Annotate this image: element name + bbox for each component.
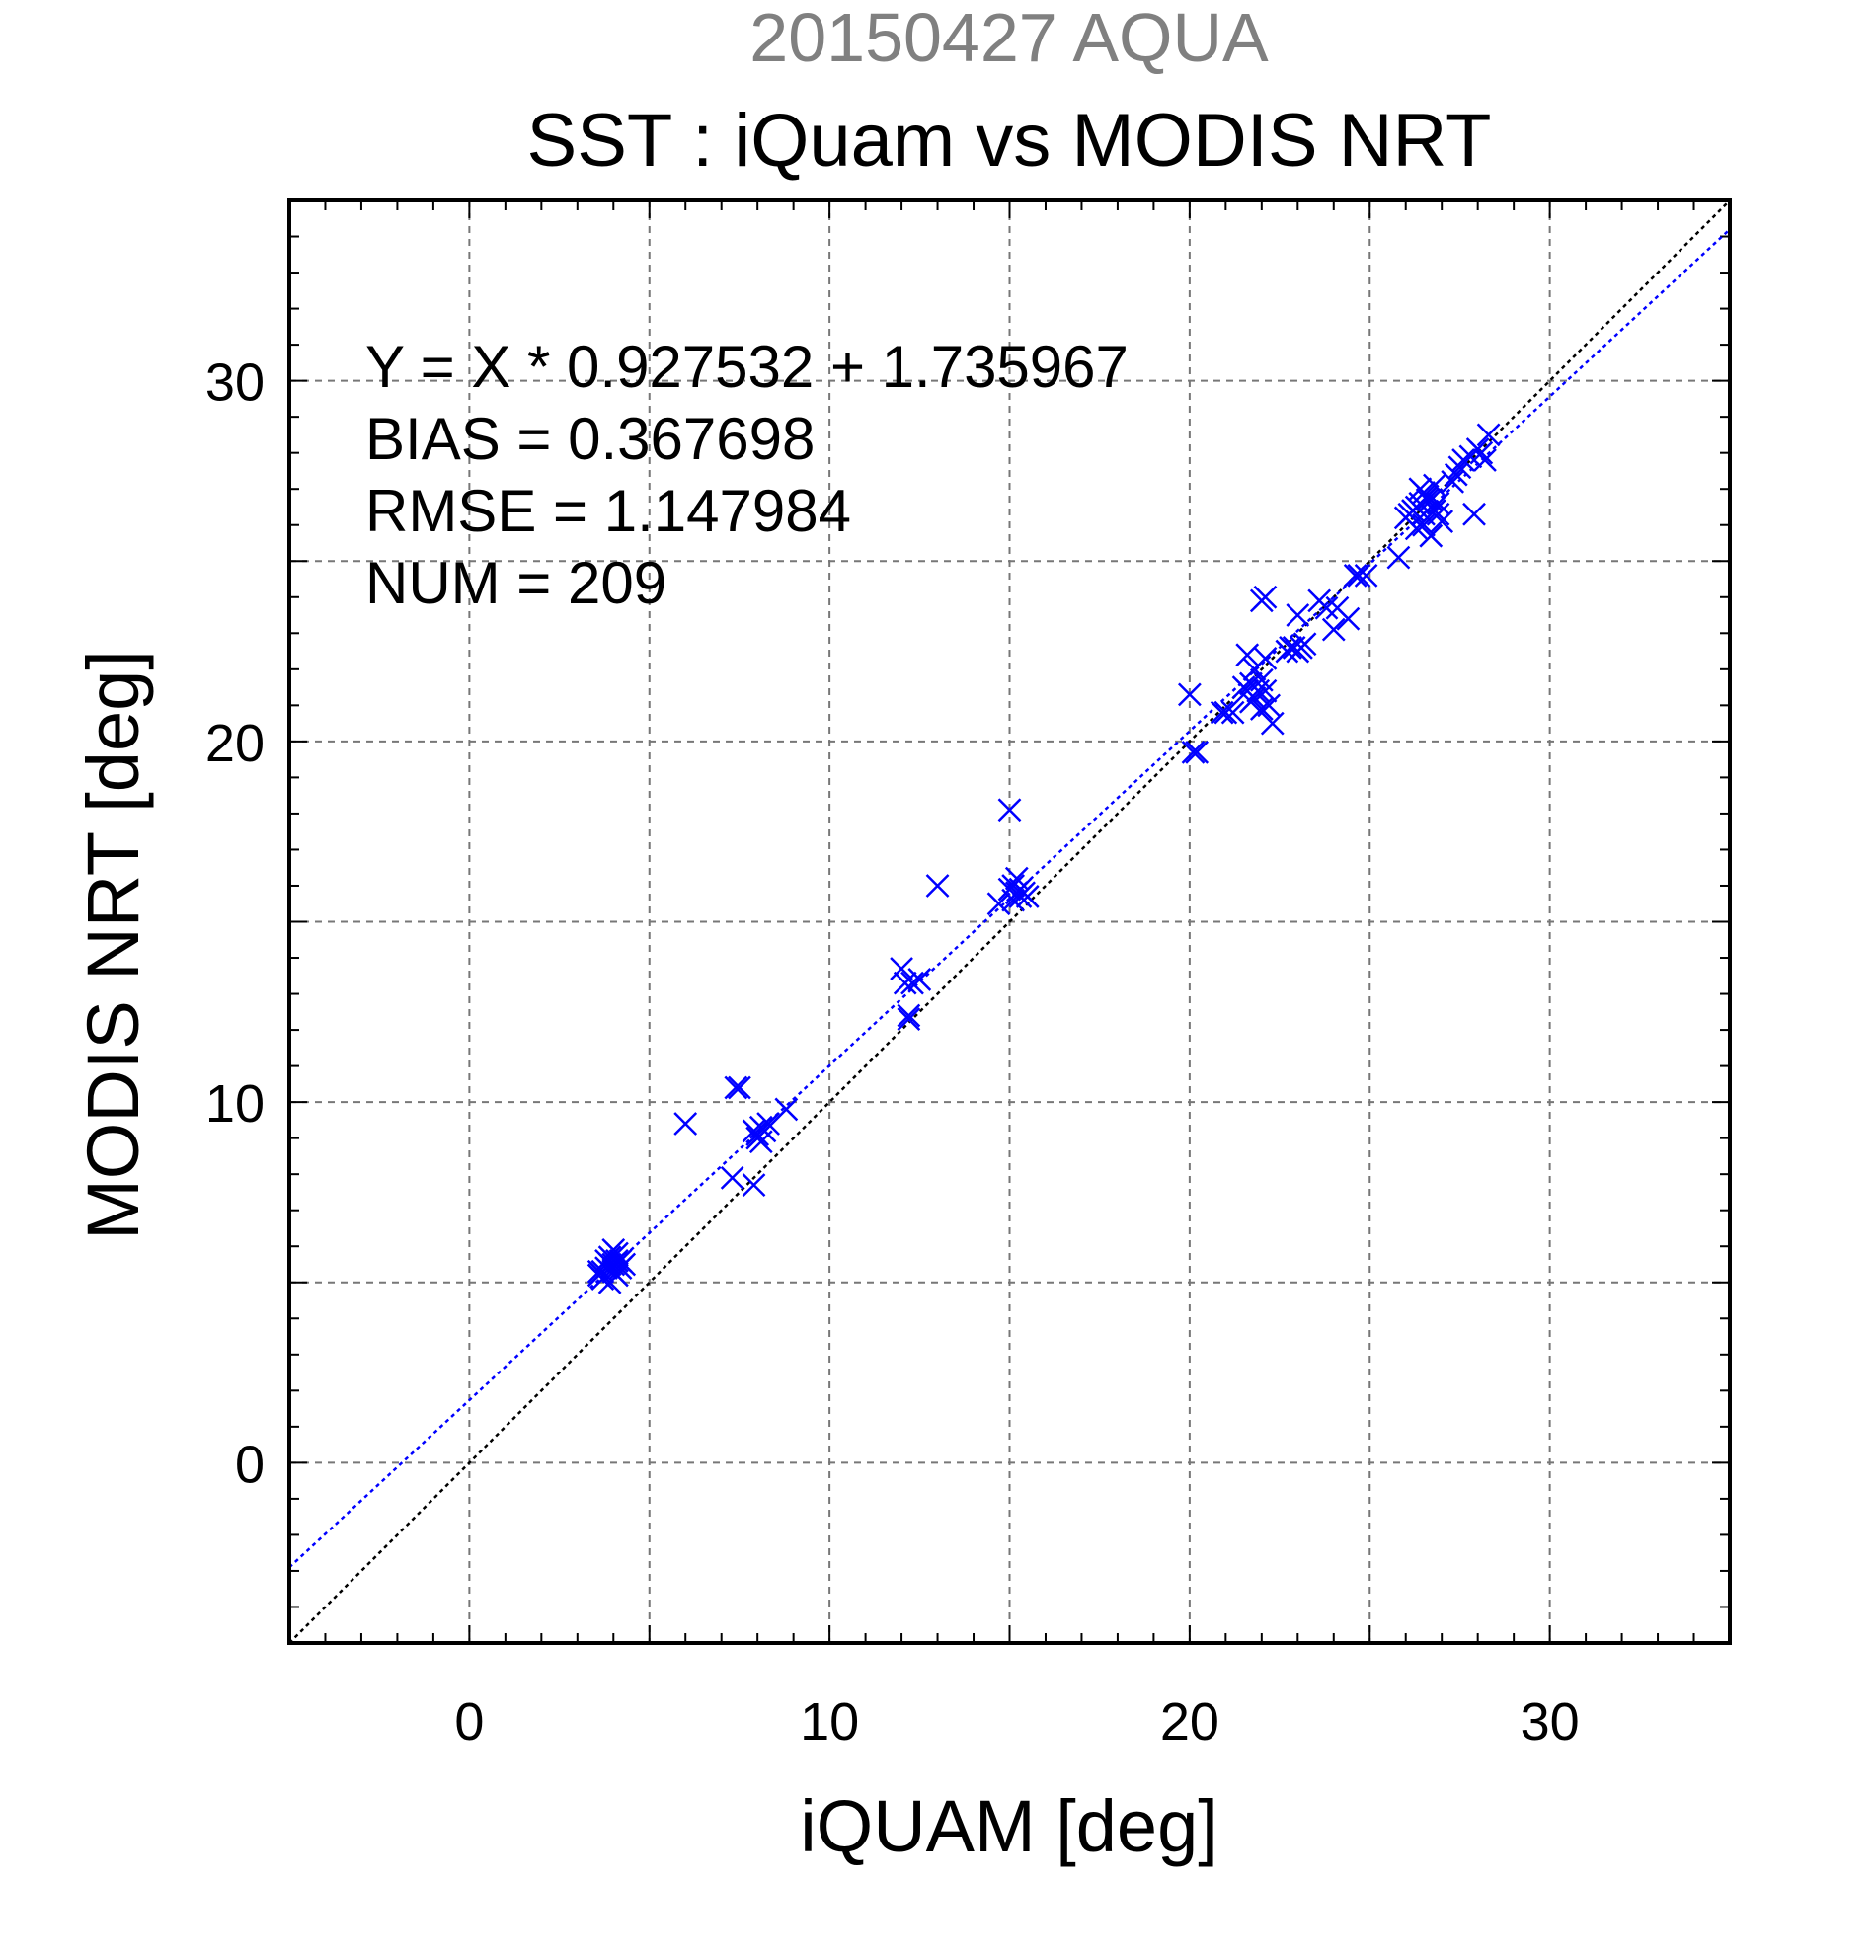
data-point xyxy=(1451,448,1475,472)
data-point xyxy=(1213,700,1238,725)
data-point xyxy=(1444,462,1468,487)
data-point xyxy=(1238,689,1263,714)
data-point xyxy=(1260,711,1285,736)
data-point xyxy=(1286,603,1310,627)
data-point xyxy=(1415,488,1440,512)
data-point xyxy=(1249,588,1274,613)
data-point xyxy=(745,1126,770,1150)
y-tick-label: 0 xyxy=(235,1435,265,1494)
data-point xyxy=(724,1075,748,1100)
data-point xyxy=(1336,606,1361,631)
data-point xyxy=(1249,697,1274,721)
data-point xyxy=(673,1112,698,1136)
stats-annotation: Y = X * 0.927532 + 1.735967 xyxy=(365,334,1129,400)
plot-area: 0 10 20 30 0 10 20 30 Y = X * 0.927532 + 1.73596… xyxy=(205,198,1732,1752)
reference-lines xyxy=(289,200,1730,1643)
data-point xyxy=(897,1007,921,1032)
y-axis-label: MODIS NRT [deg] xyxy=(72,650,154,1240)
data-point xyxy=(893,971,917,995)
stats-annotation: RMSE = 1.147984 xyxy=(365,478,851,544)
data-point xyxy=(1473,448,1497,472)
data-point xyxy=(728,1075,751,1100)
data-point xyxy=(997,798,1022,823)
data-point xyxy=(1001,888,1026,912)
data-point xyxy=(1469,440,1494,465)
stats-annotation: BIAS = 0.367698 xyxy=(365,406,815,472)
data-point xyxy=(1185,740,1210,764)
data-point xyxy=(1408,477,1433,502)
identity-line xyxy=(289,200,1730,1643)
data-point xyxy=(594,1248,618,1273)
data-point xyxy=(1347,563,1371,588)
data-point xyxy=(1177,682,1202,707)
data-point xyxy=(1279,636,1302,660)
data-point xyxy=(907,968,932,991)
data-point xyxy=(1412,512,1436,537)
x-tick-label: 20 xyxy=(1160,1692,1219,1752)
data-point xyxy=(1220,700,1245,725)
data-point xyxy=(605,1241,629,1266)
data-point xyxy=(1321,617,1346,642)
data-point xyxy=(1343,563,1368,588)
data-point xyxy=(1386,545,1411,570)
data-point xyxy=(1253,646,1278,670)
data-point xyxy=(897,1003,921,1028)
data-point xyxy=(756,1112,781,1136)
data-point xyxy=(1015,885,1040,908)
data-point xyxy=(774,1097,799,1122)
data-point xyxy=(925,874,950,898)
chart-title: SST : iQuam vs MODIS NRT xyxy=(527,99,1492,183)
data-point xyxy=(586,1263,611,1288)
chart-supertitle: 20150427 AQUA xyxy=(749,0,1269,76)
data-point xyxy=(1419,523,1444,548)
x-tick-label: 0 xyxy=(454,1692,484,1752)
stats-annotation: NUM = 209 xyxy=(365,550,666,616)
data-point xyxy=(608,1256,633,1281)
plot-frame xyxy=(287,198,1732,1645)
data-point xyxy=(1462,502,1486,526)
fit-line xyxy=(289,228,1730,1569)
data-point xyxy=(1210,700,1234,725)
data-point xyxy=(597,1270,622,1294)
data-point xyxy=(1441,470,1465,494)
data-point xyxy=(720,1165,744,1190)
data-point xyxy=(1292,632,1317,657)
data-point xyxy=(1354,563,1378,588)
data-point xyxy=(890,957,913,980)
data-point xyxy=(1008,885,1033,908)
x-tick-label: 10 xyxy=(800,1692,859,1752)
data-point xyxy=(1476,423,1501,447)
x-axis-label: iQUAM [deg] xyxy=(800,1785,1218,1867)
x-tick-label: 30 xyxy=(1521,1692,1580,1752)
data-point xyxy=(900,971,924,995)
y-tick-label: 20 xyxy=(205,714,265,773)
y-tick-label: 30 xyxy=(205,353,265,413)
y-tick-label: 10 xyxy=(205,1074,265,1134)
data-point xyxy=(1181,740,1206,764)
scatter-series xyxy=(586,423,1501,1294)
data-point xyxy=(1412,502,1436,526)
data-point xyxy=(1314,595,1339,620)
data-point xyxy=(986,892,1011,916)
data-point xyxy=(742,1173,766,1198)
